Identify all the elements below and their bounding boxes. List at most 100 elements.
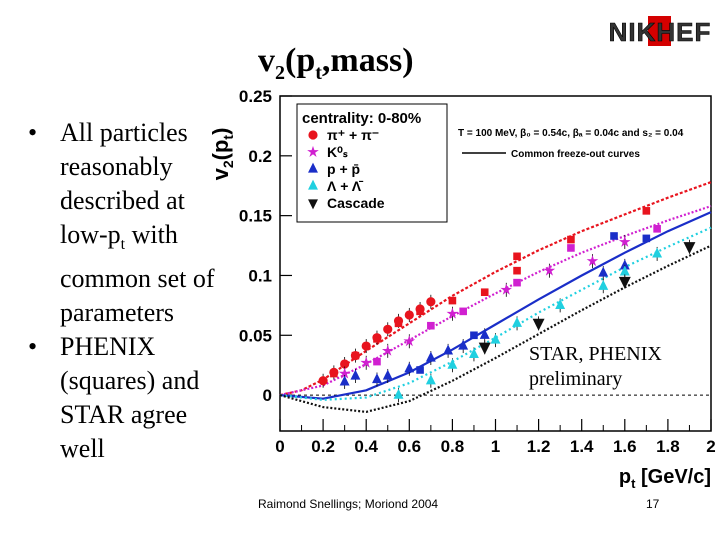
data-point-star [598, 266, 609, 277]
page-number: 17 [646, 497, 660, 511]
data-point-star [598, 279, 609, 290]
logo-text: NIKHEF [609, 17, 712, 47]
data-point-star [350, 369, 361, 380]
x-tick-label: 0.6 [397, 437, 421, 456]
legend-label: Λ + Λ̄ [327, 178, 364, 194]
data-point-star [383, 324, 393, 334]
data-point-star [479, 328, 490, 339]
bullet-marker: • [28, 332, 38, 362]
preliminary-annotation: STAR, PHENIX preliminary [529, 343, 662, 390]
data-point-star [490, 333, 501, 344]
x-tick-label: 2 [706, 437, 715, 456]
data-point-phenix [513, 278, 521, 287]
x-tick-label: 0 [275, 437, 284, 456]
legend-label: p + p̄ [327, 161, 360, 177]
bullet-item: • All particles reasonably described at … [28, 118, 215, 328]
legend-box [296, 103, 448, 223]
x-tick-label: 1.2 [527, 437, 551, 456]
x-tick-label: 1 [491, 437, 500, 456]
y-tick-label: 0.25 [239, 88, 272, 106]
y-tick-label: 0.1 [248, 266, 272, 285]
data-point-star [393, 388, 404, 399]
nikhef-logo: NIKHEF [604, 14, 716, 48]
bullet-marker: • [28, 118, 38, 147]
data-point-phenix [459, 307, 467, 316]
data-point-phenix [567, 235, 575, 244]
bullet-item: • PHENIX (squares) and STAR agree well [28, 332, 200, 464]
legend-marker [308, 199, 318, 210]
slide-title: v2(pt,mass) [258, 42, 414, 84]
v2-pt-chart: 0 0.2 0.4 0.6 0.8 1 1.2 1.4 1.6 1.8 2 0 0.05 0.1 0.15 0… [208, 88, 716, 488]
data-point-star [586, 254, 599, 267]
freeze-out-curve [279, 211, 712, 400]
data-point-star [683, 242, 696, 255]
legend-marker [308, 130, 318, 140]
x-tick-label: 0.8 [441, 437, 465, 456]
y-tick-label: 0.05 [239, 326, 272, 345]
data-point-star [426, 297, 436, 307]
params-text: T = 100 MeV, β₀ = 0.54c, βₐ = 0.04c and … [458, 128, 684, 139]
data-point-star [652, 247, 663, 258]
x-tick-label: 1.6 [613, 437, 637, 456]
x-tick-label: 1.4 [570, 437, 594, 456]
data-point-star [543, 264, 556, 276]
y-tick-label: 0 [263, 386, 272, 405]
data-point-star [361, 341, 371, 351]
data-point-phenix [427, 321, 435, 330]
data-point-phenix [330, 369, 338, 378]
data-point-star [618, 235, 631, 247]
legend-label: K⁰ₛ [327, 144, 348, 160]
data-point-phenix [513, 252, 521, 261]
legend-marker [307, 145, 319, 157]
data-point-phenix [642, 234, 651, 243]
data-point-star [478, 342, 491, 355]
legend-label: Cascade [327, 195, 385, 211]
data-point-star [318, 376, 328, 386]
data-point-star [447, 358, 458, 369]
data-point-star [512, 316, 523, 327]
data-point-star [555, 299, 566, 309]
data-point-phenix [448, 296, 457, 305]
data-point-star [425, 351, 436, 362]
legend-marker [308, 162, 318, 173]
data-point-phenix [480, 288, 489, 297]
data-point-phenix [642, 207, 651, 215]
legend-label: π⁺ + π⁻ [327, 127, 379, 143]
bullet-list: • All particles reasonably described at … [28, 116, 218, 466]
x-tick-label: 1.8 [656, 437, 680, 456]
footer-credit: Raimond Snellings; Moriond 2004 [258, 497, 439, 511]
data-point-phenix [610, 232, 618, 240]
x-tick-label: 0.4 [354, 437, 378, 456]
data-point-phenix [513, 266, 521, 275]
data-point-star [382, 369, 393, 380]
x-axis-label: pt [GeV/c] [619, 466, 711, 488]
data-point-phenix [653, 225, 661, 233]
y-tick-label: 0.15 [239, 207, 272, 226]
data-point-star [381, 344, 394, 356]
data-point-star [500, 283, 513, 295]
legend-title: centrality: 0-80% [302, 110, 421, 127]
data-point-star [446, 307, 459, 319]
data-point-star [404, 310, 414, 320]
logo-highlight [648, 16, 671, 46]
freeze-out-curve [279, 205, 712, 397]
curves-label: Common freeze-out curves [511, 149, 640, 160]
data-point-phenix [373, 357, 381, 366]
data-point-star [339, 375, 350, 386]
data-point-star [372, 373, 382, 384]
data-point-phenix [394, 319, 403, 328]
data-point-star [468, 348, 479, 359]
x-tick-label: 0.2 [311, 437, 335, 456]
data-point-star [458, 339, 469, 350]
data-point-star [618, 276, 631, 289]
data-point-phenix [373, 335, 381, 343]
data-point-phenix [567, 244, 575, 252]
data-point-star [425, 374, 436, 385]
freeze-out-curve [279, 244, 712, 414]
data-point-phenix [416, 307, 424, 316]
data-point-star [403, 335, 416, 347]
data-point-star [404, 362, 415, 373]
data-point-star [443, 344, 454, 355]
data-point-star [532, 318, 545, 331]
data-point-star [360, 356, 373, 368]
